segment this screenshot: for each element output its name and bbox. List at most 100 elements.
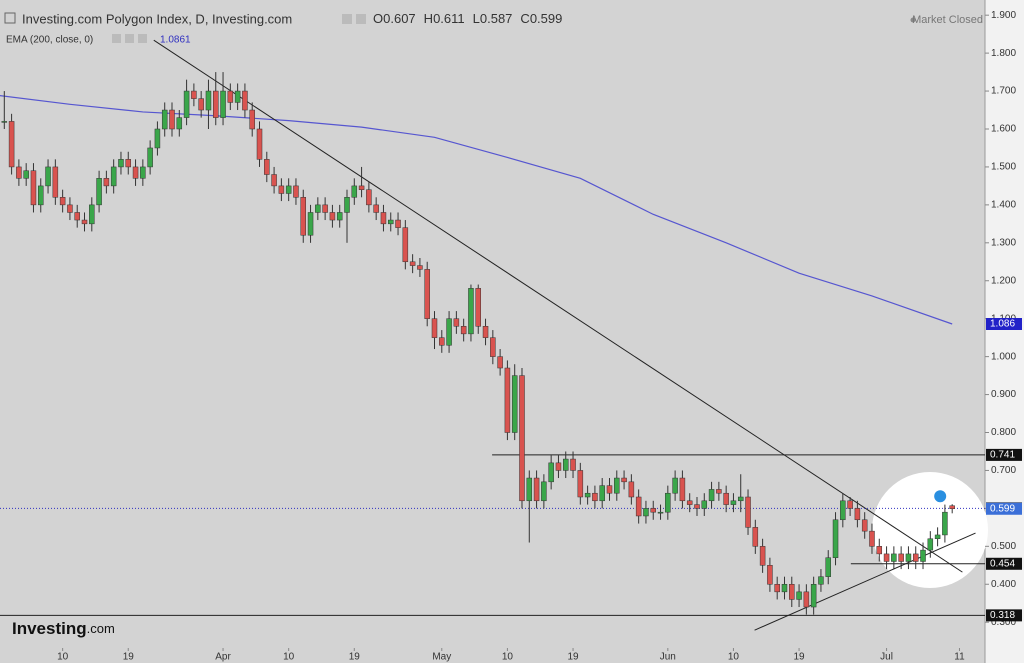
candle-body [293, 185, 299, 198]
ohlc-value: 0.599 [530, 11, 563, 26]
candle-body [110, 166, 117, 187]
level-box [986, 448, 1022, 461]
candle-body [519, 375, 525, 502]
candle-body [125, 159, 132, 168]
icon[interactable] [112, 34, 121, 43]
candle-body [132, 166, 139, 179]
icon[interactable] [138, 34, 147, 43]
candle-body [460, 326, 467, 335]
candle-body [191, 90, 197, 99]
candle-body [810, 584, 817, 608]
ohlc-key: L [473, 11, 480, 26]
candle-body [1, 121, 8, 123]
candle-body [140, 166, 146, 179]
candle-body [402, 227, 409, 263]
candle-body [774, 584, 780, 593]
candle-body [548, 462, 554, 483]
candle-body [737, 496, 744, 502]
candle-body [147, 147, 153, 168]
x-tick-label: Apr [215, 652, 231, 663]
x-tick-label: Jul [880, 652, 893, 663]
candle-body [861, 519, 868, 532]
candle-body [213, 90, 219, 118]
candle-body [38, 185, 44, 206]
candle-body [665, 492, 671, 513]
y-tick-label: 1.800 [991, 48, 1016, 59]
level-box [986, 557, 1022, 570]
candle-body [161, 109, 168, 130]
candle-body [380, 212, 387, 225]
icon[interactable] [342, 14, 352, 24]
candle-body [490, 337, 496, 357]
candle-body [694, 504, 700, 509]
y-tick-label: 1.000 [991, 351, 1016, 362]
candle-body [81, 219, 88, 225]
candle-body [847, 500, 853, 509]
candle-body [643, 508, 649, 517]
candle-body [584, 492, 591, 498]
candle-body [752, 527, 759, 547]
x-tick-label: 19 [349, 652, 361, 663]
candle-body [373, 204, 379, 213]
candle-body [103, 178, 110, 187]
candle-body [234, 90, 241, 103]
candle-body [468, 288, 474, 335]
candle-body [264, 159, 270, 175]
candle-body [439, 337, 445, 346]
candle-body [358, 185, 365, 190]
candle-body [577, 470, 584, 498]
y-tick-label: 0.800 [991, 427, 1016, 438]
candle-body [759, 546, 766, 566]
x-tick-label: 19 [123, 652, 135, 663]
candle-body [249, 109, 255, 130]
level-label: 0.741 [990, 450, 1015, 461]
candle-body [23, 170, 29, 179]
icon[interactable] [356, 14, 366, 24]
candle-body [511, 375, 518, 433]
level-label: 0.318 [990, 610, 1015, 621]
candle-body [708, 489, 715, 502]
trend-line [754, 532, 976, 631]
candle-body [16, 166, 22, 179]
icon[interactable] [125, 34, 134, 43]
y-tick-label: 1.900 [991, 10, 1016, 21]
candle-body [475, 288, 481, 327]
candle-body [599, 485, 605, 502]
y-tick-label: 0.700 [991, 465, 1016, 476]
candle-body [256, 128, 263, 160]
candle-body [220, 90, 226, 118]
plot-bg [0, 0, 985, 648]
level-box [986, 609, 1022, 622]
candle-body [67, 204, 73, 213]
ohlc-key: C [520, 11, 529, 26]
ema-legend: EMA (200, close, 0) [6, 35, 93, 46]
candle-body [672, 477, 678, 494]
candle-body [628, 481, 635, 498]
candle-body [74, 212, 80, 221]
candle-body [227, 90, 234, 103]
logo: Investing.com [12, 619, 115, 638]
candle-body [840, 500, 846, 521]
candle-body [242, 90, 248, 111]
candle-body [504, 367, 511, 433]
candle-body [657, 511, 664, 514]
y-tick-label: 1.400 [991, 200, 1016, 211]
candle-body [905, 553, 912, 562]
x-tick-label: 11 [954, 652, 965, 663]
candle-body [912, 553, 919, 562]
candle-body [635, 496, 642, 517]
ohlc-value: 0.587 [480, 11, 513, 26]
candle-body [278, 185, 285, 194]
candle-body [154, 128, 161, 149]
x-tick-label: 10 [728, 652, 740, 663]
collapse-icon[interactable] [4, 12, 16, 24]
candle-body [555, 462, 562, 471]
candle-body [679, 477, 686, 502]
trend-line [153, 39, 963, 573]
candle-body [329, 212, 336, 221]
candle-body [315, 204, 321, 213]
candle-body [825, 557, 831, 577]
candle-body [614, 477, 620, 494]
candle-body [409, 261, 416, 266]
candle-body [424, 269, 430, 319]
